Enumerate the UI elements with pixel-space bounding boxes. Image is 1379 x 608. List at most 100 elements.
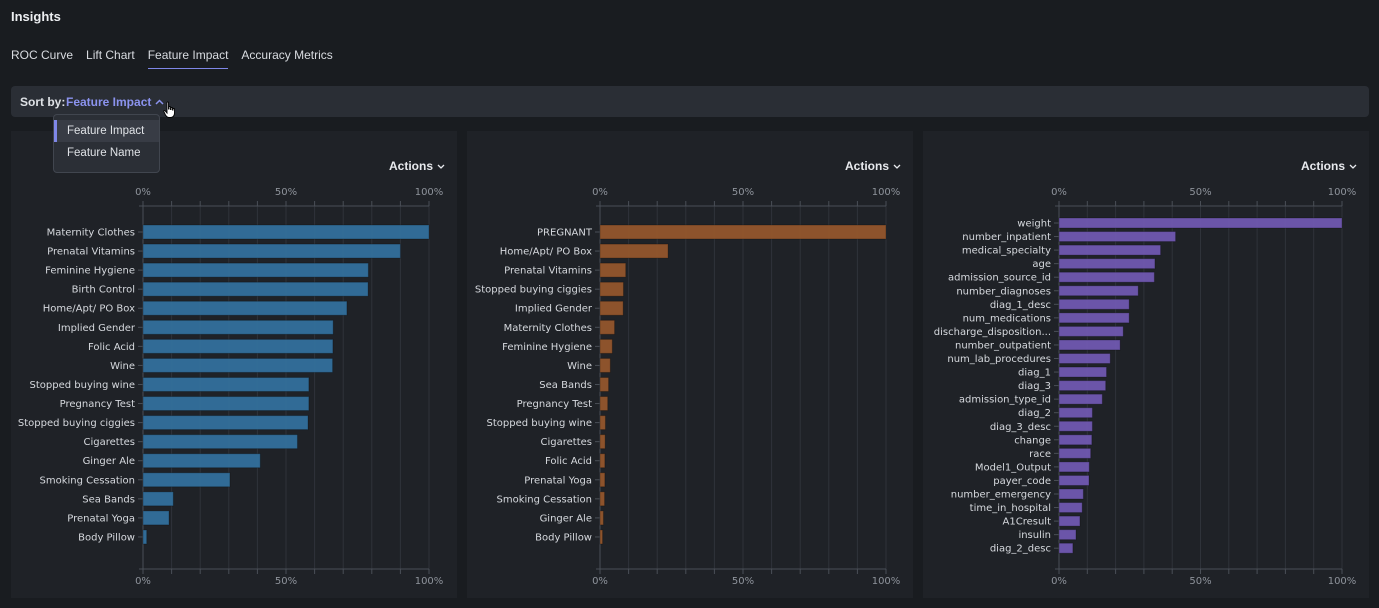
feature-impact-panel-1: Actions 0% 0% 50% 50% 100% 100% Maternity Clot… [11,131,457,598]
actions-button[interactable]: Actions [845,159,901,173]
sort-dropdown-toggle[interactable]: Feature Impact [66,95,164,109]
sort-bar: Sort by: Feature Impact [11,86,1369,117]
actions-button[interactable]: Actions [1301,159,1357,173]
bottom-tick-label: 100% [872,576,901,587]
category-label: A1Cresult [1003,517,1052,528]
category-label: number_inpatient [962,232,1051,243]
category-label: change [1014,435,1051,446]
bar [599,224,887,240]
category-label: age [1032,259,1051,270]
bar [599,529,604,545]
category-label: diag_2_desc [990,544,1051,555]
category-label: Sea Bands [539,380,592,391]
category-label: Prenatal Yoga [524,475,592,486]
bottom-tick-label: 50% [732,576,754,587]
bar [1058,434,1093,446]
tab-feature-impact[interactable]: Feature Impact [147,48,229,69]
bar [142,262,369,278]
bottom-tick-label: 50% [275,576,297,587]
bar [142,224,430,240]
category-label: Body Pillow [535,532,592,543]
bar [599,491,606,507]
sort-dropdown-menu: Feature Impact Feature Name [53,114,160,173]
top-tick-label: 100% [872,187,901,198]
bar [1058,447,1092,459]
category-label: Home/Apt/ PO Box [43,304,135,315]
bar [142,529,148,545]
tab-roc-curve[interactable]: ROC Curve [11,48,74,62]
chevron-down-icon [893,164,901,169]
category-label: Birth Control [72,285,135,296]
sort-label: Sort by: [20,95,66,109]
bar [1058,502,1083,514]
bar [1058,529,1077,541]
bar [142,300,348,316]
insights-tabs: ROC Curve Lift Chart Feature Impact Accu… [11,48,346,69]
category-label: Stopped buying ciggies [475,285,592,296]
bar [142,338,334,354]
category-label: Folic Acid [88,342,135,353]
bottom-tick-label: 0% [135,576,151,587]
bar [142,243,401,259]
tab-lift-chart[interactable]: Lift Chart [86,48,135,62]
bar [1058,407,1093,419]
category-label: Prenatal Vitamins [504,266,592,277]
category-label: Stopped buying wine [487,418,592,429]
category-label: Maternity Clothes [504,323,592,334]
bar [599,510,604,526]
bar [142,357,334,373]
category-label: Stopped buying ciggies [18,418,135,429]
bar [1058,325,1124,337]
category-label: Folic Acid [545,456,592,467]
bar [599,396,609,412]
bar [599,357,611,373]
bar [599,453,606,469]
category-label: Wine [567,361,592,372]
bar [599,262,627,278]
category-label: PREGNANT [537,228,593,239]
category-label: Ginger Ale [540,513,592,524]
category-label: Feminine Hygiene [45,266,135,277]
bar [1058,515,1081,527]
sort-option-feature-name[interactable]: Feature Name [67,147,141,159]
bar [599,376,610,392]
bar [142,491,174,507]
category-label: insulin [1018,530,1051,541]
category-label: medical_specialty [962,246,1051,257]
category-label: Body Pillow [78,532,135,543]
actions-button[interactable]: Actions [389,159,445,173]
top-tick-label: 100% [1328,187,1357,198]
sort-option-feature-impact[interactable]: Feature Impact [54,120,159,142]
category-label: weight [1017,219,1051,230]
feature-impact-panel-3: Actions 0% 0% 50% 50% 100% 100% weight number_i… [923,131,1369,598]
feature-impact-chart-3: 0% 0% 50% 50% 100% 100% weight number_inpatient… [934,187,1357,587]
category-label: admission_type_id [959,395,1051,406]
bar [599,472,606,488]
bar [142,376,310,392]
category-label: Sea Bands [82,494,135,505]
category-label: Model1_Output [975,462,1051,473]
bottom-tick-label: 0% [1051,576,1067,587]
bar [1058,366,1108,378]
category-label: time_in_hospital [970,503,1051,514]
bar [1058,312,1130,324]
feature-impact-chart-2: 0% 0% 50% 50% 100% 100% PREGNANT Home/Apt/ PO B… [475,187,901,587]
category-label: Wine [110,361,135,372]
feature-impact-chart-1: 0% 0% 50% 50% 100% 100% Maternity Clothes Prena… [18,187,443,587]
bar [1058,542,1074,554]
bar [1058,488,1084,500]
tab-accuracy-metrics[interactable]: Accuracy Metrics [241,48,333,62]
category-label: admission_source_id [948,273,1051,284]
bar [142,434,298,450]
bar [599,319,616,335]
bar [1058,231,1177,243]
category-label: number_outpatient [955,340,1051,351]
bar [142,510,170,526]
bar [599,415,606,431]
category-label: Smoking Cessation [40,475,135,486]
top-tick-label: 50% [275,187,297,198]
chevron-up-icon [155,99,164,105]
category-label: diag_1 [1018,368,1051,379]
bar [1058,420,1093,432]
category-label: Smoking Cessation [497,494,592,505]
